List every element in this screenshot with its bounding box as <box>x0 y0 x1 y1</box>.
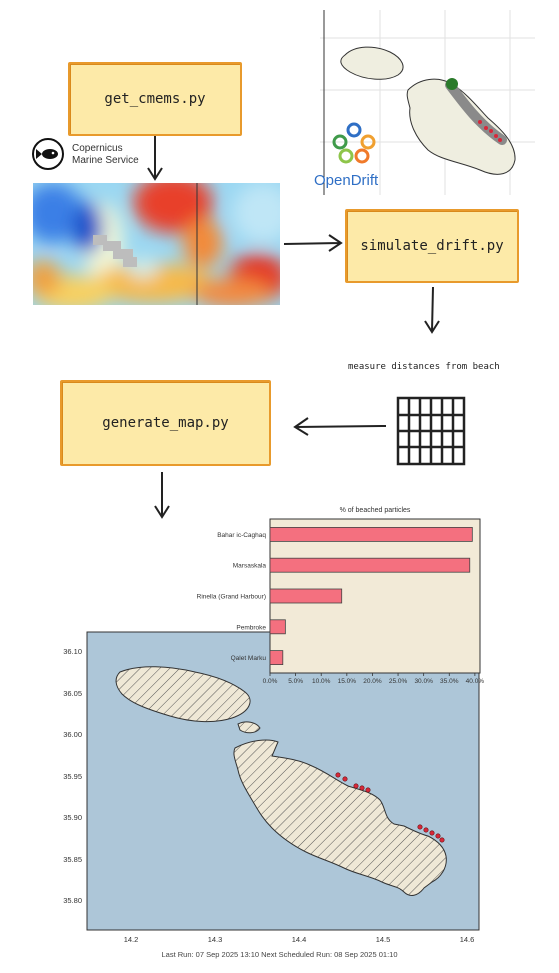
x-tick-label-2: 10.0% <box>312 678 331 685</box>
bar-1 <box>269 557 471 573</box>
malta-map: 36.10 36.05 36.00 35.95 35.90 35.85 35.80 14.2… <box>0 620 559 973</box>
map-x-tick-3: 14.5 <box>375 935 391 944</box>
bar-3 <box>269 619 286 635</box>
x-tick-label-7: 35.0% <box>440 678 459 685</box>
arrow-down-2 <box>424 286 440 334</box>
map-y-tick-1: 36.05 <box>63 688 82 698</box>
map-y-tick-3: 35.95 <box>63 771 82 781</box>
category-label-0: Bahar ic-Caghaq <box>217 532 266 539</box>
bar-0 <box>269 526 473 542</box>
map-x-tick-1: 14.3 <box>207 935 223 944</box>
copernicus-line1: Copernicus <box>72 143 123 154</box>
map-y-tick-4: 35.90 <box>63 813 82 822</box>
map-footer: Last Run: 07 Sep 2025 13:10 Next Schedul… <box>161 950 398 959</box>
opendrift-icon <box>332 122 376 164</box>
beached-bar-chart: % of beached particles Bahar ic-Caghaq Ma… <box>150 505 490 685</box>
map-y-tick-2: 36.00 <box>63 730 82 739</box>
gozo-island <box>115 666 251 723</box>
map-y-tick-5: 35.85 <box>63 854 82 864</box>
bar-2 <box>269 588 343 604</box>
opendrift-logo: OpenDrift <box>312 120 397 190</box>
x-tick-label-4: 20.0% <box>363 678 382 685</box>
generate-map-box: generate_map.py <box>60 380 271 466</box>
generate-map-label: generate_map.py <box>102 415 229 431</box>
copernicus-line2: Marine Service <box>72 155 139 166</box>
comino-island <box>237 721 261 734</box>
cmems-heatmap <box>33 183 280 305</box>
bar-4 <box>269 650 284 666</box>
simulate-drift-label: simulate_drift.py <box>360 238 504 254</box>
x-tick-label-0: 0.0% <box>263 678 278 685</box>
measure-caption: measure distances from beach <box>348 362 500 372</box>
map-y-tick-6: 35.80 <box>63 896 82 905</box>
get-cmems-box: get_cmems.py <box>68 62 242 136</box>
x-tick-label-8: 40.0% <box>466 678 485 685</box>
x-tick-label-3: 15.0% <box>338 678 357 685</box>
simulate-drift-box: simulate_drift.py <box>345 209 519 283</box>
arrow-down-3 <box>154 472 170 519</box>
malta-island <box>233 739 447 896</box>
copernicus-icon <box>32 138 64 170</box>
drift-mini-map <box>320 10 535 195</box>
x-tick-label-1: 5.0% <box>288 678 303 685</box>
chart-title: % of beached particles <box>339 507 411 514</box>
x-tick-label-5: 25.0% <box>389 678 408 685</box>
opendrift-text: OpenDrift <box>314 172 379 189</box>
category-label-4: Qalet Marku <box>231 655 267 662</box>
grid-icon <box>396 396 466 466</box>
copernicus-logo: Copernicus Marine Service <box>30 136 160 172</box>
x-tick-label-6: 30.0% <box>414 678 433 685</box>
map-x-tick-0: 14.2 <box>123 935 139 944</box>
get-cmems-label: get_cmems.py <box>104 91 206 107</box>
map-x-tick-2: 14.4 <box>291 935 307 944</box>
category-label-3: Pembroke <box>236 624 266 631</box>
bar-chart-svg: Bahar ic-Caghaq Marsaskala Rinella (Grand … <box>197 518 485 685</box>
category-label-2: Rinella (Grand Harbour) <box>197 594 266 601</box>
category-label-1: Marsaskala <box>233 563 267 570</box>
arrow-right-1 <box>283 234 343 252</box>
beached-particles <box>335 772 445 843</box>
arrow-left-1 <box>293 417 387 436</box>
map-y-tick-0: 36.10 <box>63 647 82 656</box>
arrow-down-1 <box>147 136 163 181</box>
map-x-tick-4: 14.6 <box>459 935 475 944</box>
